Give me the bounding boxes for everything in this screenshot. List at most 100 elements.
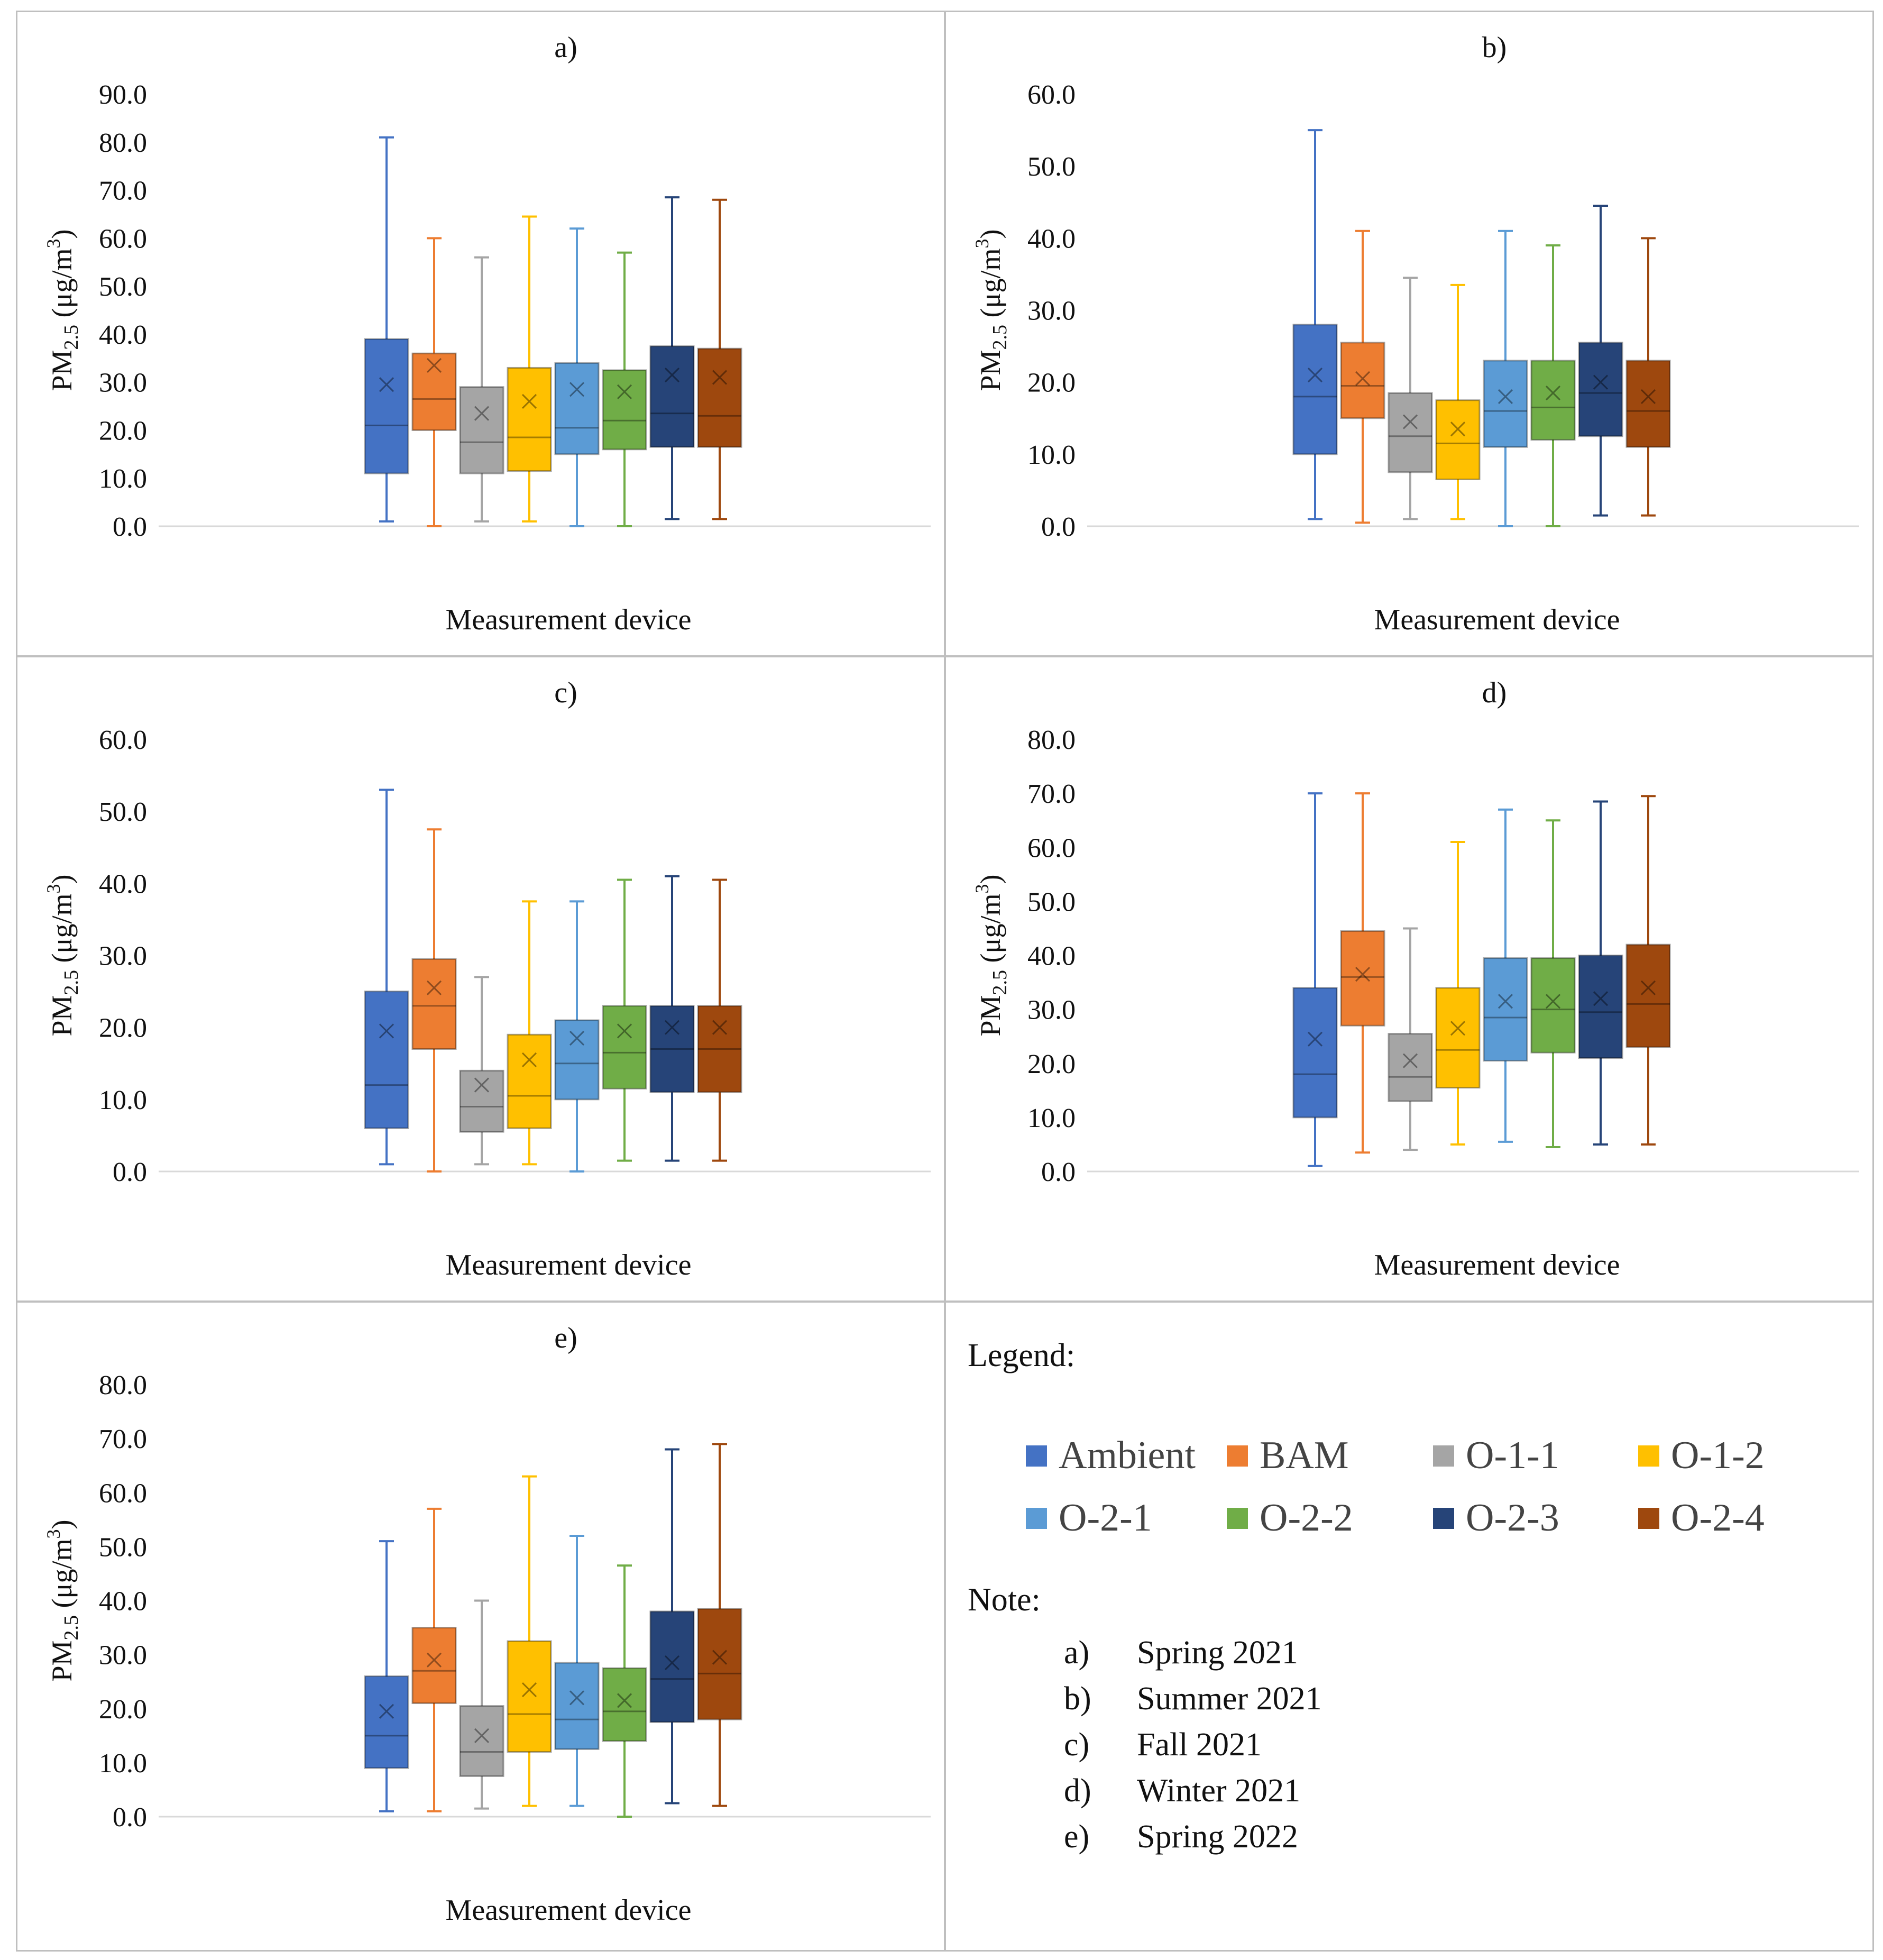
box-b-o-1-2 <box>1435 399 1481 480</box>
mean-marker-b-o-1-1 <box>1402 414 1418 429</box>
box-d-o-2-3 <box>1578 955 1623 1059</box>
y-tick-label-e: 70.0 <box>99 1424 147 1454</box>
mean-marker-a-ambient <box>379 377 394 392</box>
mean-marker-b-o-2-2 <box>1545 386 1561 401</box>
box-a-o-2-1 <box>554 362 600 455</box>
legend-item-o-1-2: O-1-2 <box>1638 1433 1765 1478</box>
y-tick-label-d: 60.0 <box>1027 833 1076 863</box>
x-axis-label-e: Measurement device <box>446 1894 692 1927</box>
mean-marker-e-o-1-1 <box>474 1728 490 1743</box>
mean-marker-d-o-2-1 <box>1498 994 1513 1009</box>
y-tick-label-d: 10.0 <box>1027 1103 1076 1133</box>
box-b-o-2-4 <box>1625 360 1671 448</box>
chart-a: a) 0.0 10.0 20.0 30.0 40.0 50.0 60.0 70.0 80.0 90.… <box>43 31 931 636</box>
chart-title-c: c) <box>554 676 577 709</box>
chart-d: d) 0.0 10.0 20.0 30.0 40.0 50.0 60.0 70.0 80.0 PM2… <box>971 676 1859 1281</box>
box-b-o-1-1 <box>1388 392 1433 473</box>
y-axis-label-close-d: ) <box>975 875 1006 884</box>
mean-marker-e-o-2-2 <box>617 1693 632 1708</box>
y-axis-label-sup-a: 3 <box>43 239 64 248</box>
box-b-o-2-2 <box>1530 360 1576 441</box>
chart-title-a: a) <box>554 31 577 64</box>
legend-item-o-2-4: O-2-4 <box>1638 1496 1765 1541</box>
note-letter-c: c) <box>1064 1727 1090 1763</box>
y-axis-label-a: PM2.5 (μg/m3) <box>43 230 82 391</box>
note-item-c: c) Fall 2021 <box>1064 1726 1262 1764</box>
box-a-o-2-2 <box>602 369 647 451</box>
note-letter-e: e) <box>1064 1819 1090 1855</box>
chart-c: c) 0.0 10.0 20.0 30.0 40.0 50.0 60.0 PM2.5 (μg/m… <box>43 676 931 1281</box>
y-tick-label-b: 60.0 <box>1027 80 1076 110</box>
y-axis-label-main-e: PM <box>46 1640 78 1681</box>
y-tick-label-d: 20.0 <box>1027 1049 1076 1079</box>
legend-swatch-bam <box>1227 1445 1248 1467</box>
legend-label-o-2-1: O-2-1 <box>1059 1496 1152 1540</box>
y-tick-label-a: 60.0 <box>99 224 147 254</box>
chart-title-d: d) <box>1482 676 1507 709</box>
mean-marker-a-o-2-3 <box>664 367 680 383</box>
box-d-o-2-2 <box>1530 957 1576 1054</box>
y-tick-label-a: 0.0 <box>113 512 147 542</box>
legend-label-o-1-1: O-1-1 <box>1466 1434 1559 1477</box>
note-letter-a: a) <box>1064 1635 1090 1671</box>
y-tick-label-b: 40.0 <box>1027 224 1076 254</box>
mean-marker-b-o-2-4 <box>1640 389 1656 404</box>
note-text-e: Spring 2022 <box>1137 1819 1298 1855</box>
legend-item-bam: BAM <box>1227 1433 1349 1478</box>
box-c-o-1-2 <box>507 1033 552 1129</box>
note-item-b: b) Summer 2021 <box>1064 1680 1322 1718</box>
y-axis-label-close-e: ) <box>46 1520 78 1529</box>
y-tick-label-a: 80.0 <box>99 128 147 158</box>
box-c-bam <box>411 958 457 1050</box>
box-a-o-2-3 <box>649 345 695 448</box>
y-tick-label-c: 30.0 <box>99 941 147 972</box>
y-axis-label-b: PM2.5 (μg/m3) <box>971 230 1011 391</box>
box-a-ambient <box>364 338 409 474</box>
note-text-c: Fall 2021 <box>1137 1727 1262 1763</box>
y-tick-label-e: 50.0 <box>99 1532 147 1562</box>
y-axis-label-close-c: ) <box>46 875 78 884</box>
box-e-bam <box>411 1627 457 1705</box>
legend-item-o-2-1: O-2-1 <box>1026 1496 1152 1541</box>
mean-marker-e-o-1-2 <box>521 1682 537 1698</box>
x-axis-label-c: Measurement device <box>446 1249 692 1281</box>
note-item-a: a) Spring 2021 <box>1064 1634 1298 1672</box>
chart-b: b) 0.0 10.0 20.0 30.0 40.0 50.0 60.0 PM2.5 (μg/m… <box>971 31 1859 636</box>
box-e-ambient <box>364 1675 409 1769</box>
y-tick-label-c: 20.0 <box>99 1013 147 1043</box>
y-axis-label-e: PM2.5 (μg/m3) <box>43 1520 82 1682</box>
mean-marker-a-o-1-1 <box>474 406 490 421</box>
y-tick-label-b: 0.0 <box>1041 512 1076 542</box>
box-a-o-1-2 <box>507 367 552 472</box>
legend-item-ambient: Ambient <box>1026 1433 1196 1478</box>
y-tick-label-a: 40.0 <box>99 320 147 350</box>
y-tick-label-b: 50.0 <box>1027 152 1076 182</box>
x-axis-label-d: Measurement device <box>1374 1249 1620 1281</box>
box-e-o-2-2 <box>602 1667 647 1742</box>
legend-item-o-2-3: O-2-3 <box>1433 1496 1559 1541</box>
mean-marker-a-o-2-4 <box>712 370 728 385</box>
mean-marker-c-ambient <box>379 1023 394 1039</box>
mean-marker-c-o-2-3 <box>664 1020 680 1035</box>
box-a-o-2-4 <box>697 347 742 448</box>
legend-item-o-1-1: O-1-1 <box>1433 1433 1559 1478</box>
y-axis-label-sup-d: 3 <box>971 884 993 893</box>
y-axis-label-close-a: ) <box>46 230 78 239</box>
y-tick-label-e: 80.0 <box>99 1370 147 1400</box>
legend-swatch-o-1-2 <box>1638 1445 1659 1467</box>
legend-item-o-2-2: O-2-2 <box>1227 1496 1353 1541</box>
y-axis-label-sub-e: 2.5 <box>60 1615 82 1641</box>
y-tick-label-d: 80.0 <box>1027 725 1076 755</box>
legend-label-o-1-2: O-1-2 <box>1671 1434 1765 1477</box>
note-item-d: d) Winter 2021 <box>1064 1772 1300 1810</box>
mean-marker-c-o-2-1 <box>569 1031 585 1046</box>
note-text-a: Spring 2021 <box>1137 1635 1298 1671</box>
legend-swatch-o-2-4 <box>1638 1507 1659 1529</box>
y-tick-label-d: 30.0 <box>1027 995 1076 1025</box>
mean-marker-e-o-2-1 <box>569 1690 585 1706</box>
y-axis-label-d: PM2.5 (μg/m3) <box>971 875 1011 1037</box>
box-c-o-2-4 <box>697 1005 742 1093</box>
legend-label-o-2-2: O-2-2 <box>1260 1496 1353 1540</box>
x-axis-label-a: Measurement device <box>446 603 692 636</box>
box-b-ambient <box>1292 324 1338 455</box>
